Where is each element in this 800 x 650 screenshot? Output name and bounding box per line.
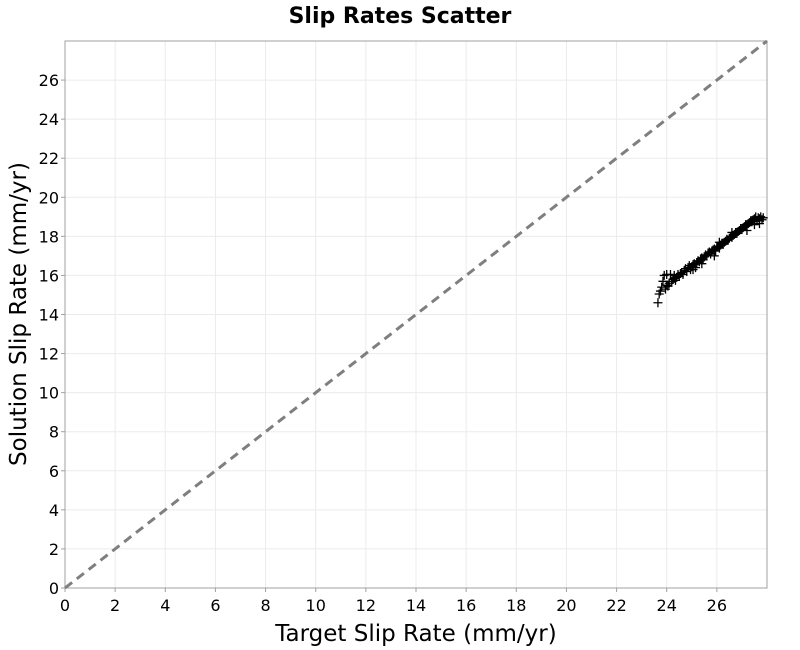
data-point — [662, 269, 672, 279]
data-point — [682, 267, 692, 277]
data-point — [754, 219, 764, 229]
y-tick-label: 26 — [39, 71, 59, 90]
x-tick-label: 12 — [356, 596, 376, 615]
y-tick-label: 2 — [49, 540, 59, 559]
x-tick-label: 2 — [110, 596, 120, 615]
data-point — [653, 298, 663, 308]
data-point — [709, 251, 719, 261]
identity-reference-line — [64, 39, 768, 590]
data-point — [697, 259, 707, 269]
x-tick-label: 26 — [707, 596, 727, 615]
y-tick-label: 22 — [39, 149, 59, 168]
data-points — [653, 212, 768, 308]
data-point — [657, 282, 667, 292]
x-tick-label: 14 — [406, 596, 426, 615]
y-axis-label: Solution Slip Rate (mm/yr) — [6, 162, 32, 466]
x-tick-label: 20 — [556, 596, 576, 615]
x-tick-label: 10 — [306, 596, 326, 615]
data-point — [658, 276, 668, 286]
x-tick-label: 16 — [456, 596, 476, 615]
x-tick-label: 24 — [657, 596, 677, 615]
x-tick-label: 22 — [606, 596, 626, 615]
x-tick-label: 6 — [210, 596, 220, 615]
data-point — [727, 227, 737, 237]
data-point — [655, 286, 665, 296]
y-tick-label: 8 — [49, 423, 59, 442]
y-tick-label: 24 — [39, 110, 59, 129]
y-tick-label: 4 — [49, 501, 59, 520]
x-axis-label: Target Slip Rate (mm/yr) — [274, 621, 556, 647]
x-tick-label: 8 — [260, 596, 270, 615]
x-tick-label: 0 — [60, 596, 70, 615]
y-tick-label: 10 — [39, 384, 59, 403]
x-tick-label: 4 — [160, 596, 170, 615]
data-point — [758, 213, 768, 223]
data-point — [714, 237, 724, 247]
x-axis-ticks: 0 2 4 6 8 10 12 14 16 18 20 22 24 26 — [60, 588, 727, 615]
y-tick-label: 12 — [39, 345, 59, 364]
y-tick-label: 6 — [49, 462, 59, 481]
x-tick-label: 18 — [506, 596, 526, 615]
y-tick-label: 20 — [39, 188, 59, 207]
y-tick-label: 14 — [39, 306, 59, 325]
data-point — [669, 270, 679, 280]
data-point — [742, 225, 752, 235]
data-point — [749, 220, 759, 230]
y-tick-label: 16 — [39, 266, 59, 285]
grid — [64, 41, 767, 589]
y-tick-label: 18 — [39, 227, 59, 246]
y-tick-label: 0 — [49, 579, 59, 598]
data-point — [688, 265, 698, 275]
chart-title: Slip Rates Scatter — [289, 4, 512, 29]
